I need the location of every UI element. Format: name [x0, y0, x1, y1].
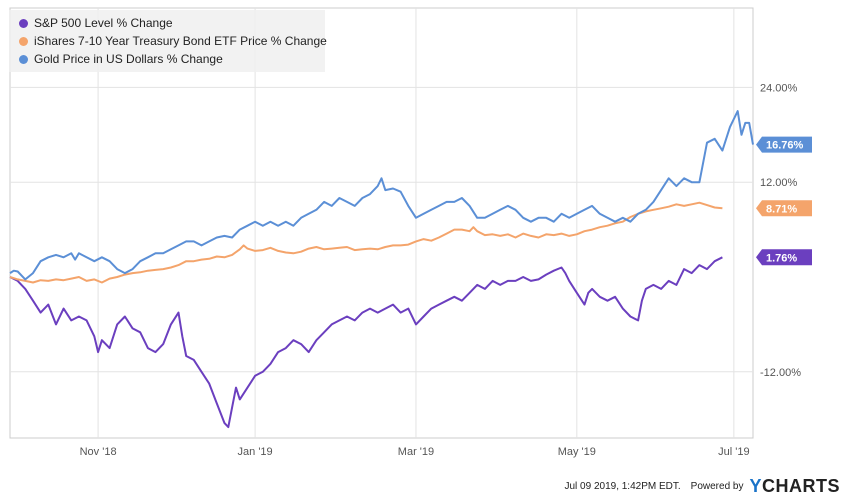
footer: Jul 09 2019, 1:42PM EDT. Powered by YCHA… — [564, 476, 840, 497]
y-axis-ticks: 24.00% 12.00% -12.00% — [760, 82, 801, 378]
y-tick-label: 24.00% — [760, 82, 798, 94]
series-end-labels: 1.76% 8.71% 16.76% — [756, 136, 812, 266]
end-label-tag — [756, 249, 812, 266]
series-lines — [9, 110, 754, 429]
series-sp500-line — [9, 256, 723, 429]
end-label-value: 8.71% — [766, 203, 797, 215]
end-label-tag — [756, 200, 812, 217]
legend-label-sp500: S&P 500 Level % Change — [34, 16, 173, 30]
legend-item-sp500[interactable]: S&P 500 Level % Change — [19, 16, 173, 30]
legend-label-treasury: iShares 7-10 Year Treasury Bond ETF Pric… — [34, 34, 327, 48]
legend-dot-treasury — [19, 36, 28, 46]
x-tick-label: Jan '19 — [238, 446, 273, 458]
x-tick-label: Nov '18 — [80, 446, 117, 458]
y-tick-label: 12.00% — [760, 177, 798, 189]
ycharts-logo[interactable]: YCHARTS — [749, 476, 840, 496]
legend-dot-gold — [19, 54, 28, 64]
series-treasury-line — [9, 201, 723, 284]
gridlines — [9, 7, 754, 439]
end-label-value: 1.76% — [766, 252, 797, 264]
legend-item-gold[interactable]: Gold Price in US Dollars % Change — [19, 52, 223, 66]
powered-by-text: Powered by — [690, 481, 744, 492]
end-label-value: 16.76% — [766, 140, 804, 152]
end-label-tag — [756, 136, 812, 153]
legend-item-treasury[interactable]: iShares 7-10 Year Treasury Bond ETF Pric… — [19, 34, 327, 48]
y-tick-label: -12.00% — [760, 367, 801, 379]
x-tick-label: Mar '19 — [398, 446, 434, 458]
x-tick-label: Jul '19 — [718, 446, 749, 458]
legend-dot-sp500 — [19, 18, 28, 28]
x-axis-ticks: Nov '18 Jan '19 Mar '19 May '19 Jul '19 — [80, 446, 750, 458]
legend-label-gold: Gold Price in US Dollars % Change — [34, 52, 223, 66]
legend: S&P 500 Level % Change iShares 7-10 Year… — [9, 10, 327, 72]
timestamp: Jul 09 2019, 1:42PM EDT. — [564, 481, 681, 492]
series-gold-line — [9, 110, 754, 281]
plot-border — [9, 7, 754, 439]
x-tick-label: May '19 — [558, 446, 596, 458]
